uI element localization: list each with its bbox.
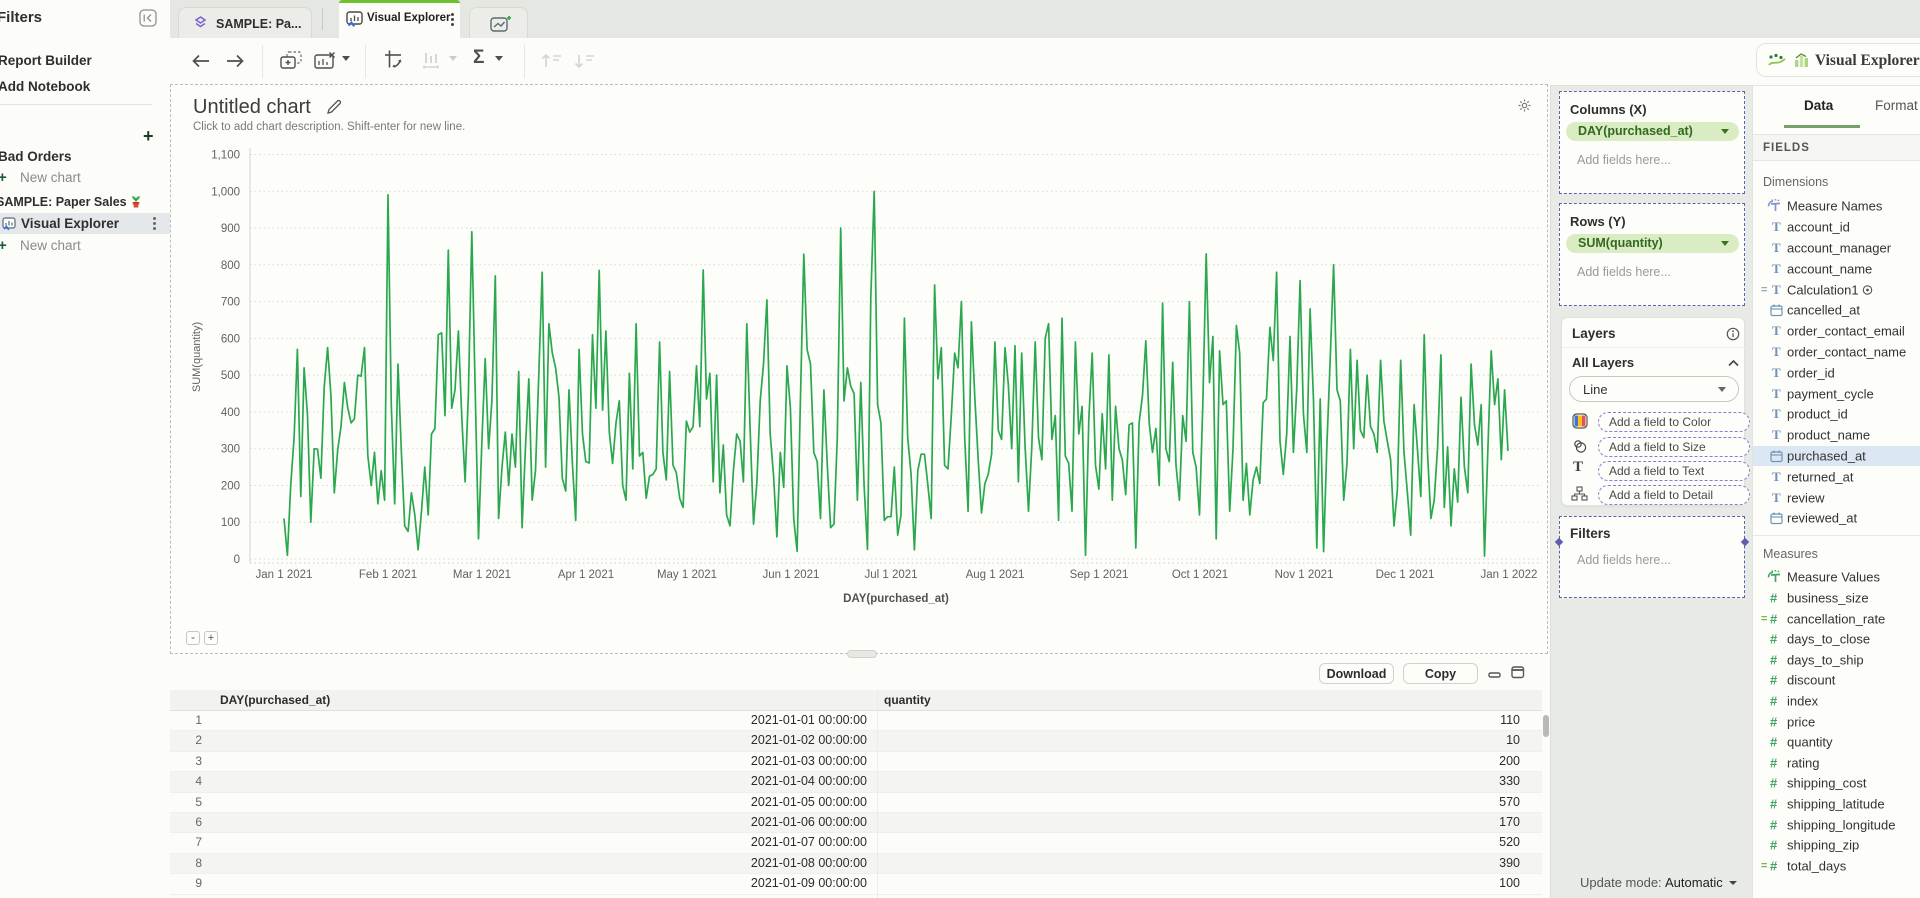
svg-text:Sep 1 2021: Sep 1 2021 xyxy=(1070,569,1129,581)
svg-text:700: 700 xyxy=(221,297,240,309)
svg-text:Jan 1 2021: Jan 1 2021 xyxy=(256,569,313,581)
svg-text:SUM(quantity): SUM(quantity) xyxy=(191,322,203,392)
svg-text:Jan 1 2022: Jan 1 2022 xyxy=(1481,569,1538,581)
svg-text:200: 200 xyxy=(221,481,240,493)
svg-text:Aug 1 2021: Aug 1 2021 xyxy=(966,569,1025,581)
svg-text:Mar 1 2021: Mar 1 2021 xyxy=(453,569,511,581)
svg-text:600: 600 xyxy=(221,333,240,345)
svg-text:May 1 2021: May 1 2021 xyxy=(657,569,717,581)
svg-text:Dec 1 2021: Dec 1 2021 xyxy=(1376,569,1435,581)
svg-text:DAY(purchased_at): DAY(purchased_at) xyxy=(843,593,949,605)
svg-text:300: 300 xyxy=(221,444,240,456)
svg-text:Feb 1 2021: Feb 1 2021 xyxy=(359,569,417,581)
svg-text:800: 800 xyxy=(221,260,240,272)
svg-text:Jun 1 2021: Jun 1 2021 xyxy=(763,569,820,581)
svg-text:0: 0 xyxy=(234,554,240,566)
svg-text:1,100: 1,100 xyxy=(211,150,240,162)
svg-text:Jul 1 2021: Jul 1 2021 xyxy=(864,569,917,581)
svg-text:400: 400 xyxy=(221,407,240,419)
svg-text:Oct 1 2021: Oct 1 2021 xyxy=(1172,569,1228,581)
svg-text:100: 100 xyxy=(221,517,240,529)
svg-text:900: 900 xyxy=(221,223,240,235)
svg-text:1,000: 1,000 xyxy=(211,186,240,198)
svg-text:Nov 1 2021: Nov 1 2021 xyxy=(1275,569,1334,581)
svg-text:Apr 1 2021: Apr 1 2021 xyxy=(558,569,614,581)
svg-text:500: 500 xyxy=(221,370,240,382)
